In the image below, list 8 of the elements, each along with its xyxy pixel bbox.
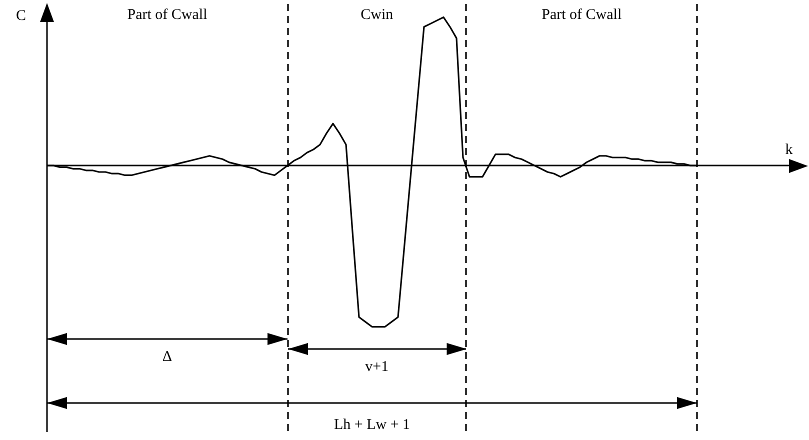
annotation: Cwin <box>360 6 394 23</box>
text: v+1 <box>365 358 389 375</box>
annotation: Part of Cwall <box>542 6 622 23</box>
text: k <box>785 142 794 158</box>
text: Lh + Lw + 1 <box>334 416 410 433</box>
annotation: Part of Cwall <box>127 6 208 23</box>
text: Δ <box>162 348 172 365</box>
y-axis-title: C <box>16 8 26 24</box>
